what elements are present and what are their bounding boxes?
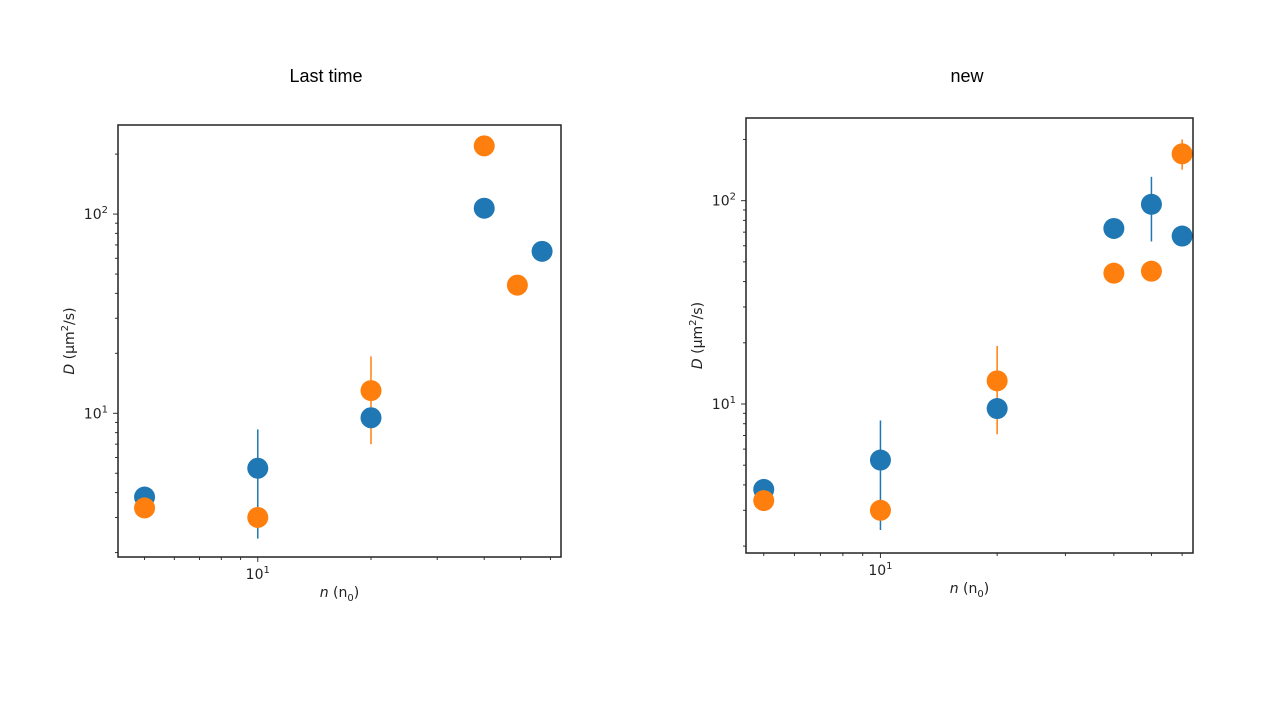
data-point bbox=[1140, 260, 1162, 282]
chart-title-right: new bbox=[950, 66, 984, 86]
data-point bbox=[1171, 143, 1193, 165]
y-tick-label: 102 bbox=[712, 192, 736, 210]
data-point bbox=[473, 135, 495, 157]
data-point bbox=[134, 497, 156, 519]
data-point bbox=[473, 197, 495, 219]
y-tick-label: 102 bbox=[84, 205, 108, 223]
x-axis-label: n (n0) bbox=[950, 581, 990, 600]
data-point bbox=[986, 398, 1008, 420]
y-axis-label: D (μm2/s) bbox=[60, 307, 78, 374]
data-point bbox=[360, 407, 382, 429]
y-axis-label: D (μm2/s) bbox=[688, 302, 706, 369]
chart-left: 101 101 102 n (n0) D (μm2/s) bbox=[60, 124, 562, 604]
y-tick-label: 101 bbox=[84, 404, 108, 422]
data-point bbox=[1171, 225, 1193, 247]
data-point bbox=[1103, 262, 1125, 284]
data-point bbox=[869, 499, 891, 521]
data-point bbox=[753, 490, 775, 512]
data-point bbox=[869, 449, 891, 471]
plot-frame bbox=[745, 117, 1194, 554]
y-tick-label: 101 bbox=[712, 395, 736, 413]
x-axis-label: n (n0) bbox=[320, 585, 360, 604]
data-point bbox=[247, 457, 269, 479]
data-point bbox=[1140, 193, 1162, 215]
data-point bbox=[531, 240, 553, 262]
data-point bbox=[506, 274, 528, 296]
data-point bbox=[360, 380, 382, 402]
data-point bbox=[986, 370, 1008, 392]
data-point bbox=[247, 506, 269, 528]
data-point bbox=[1103, 217, 1125, 239]
chart-title-left: Last time bbox=[289, 66, 363, 86]
plot-frame bbox=[117, 124, 562, 558]
x-tick-label: 101 bbox=[246, 565, 270, 583]
x-tick-label: 101 bbox=[868, 561, 892, 579]
